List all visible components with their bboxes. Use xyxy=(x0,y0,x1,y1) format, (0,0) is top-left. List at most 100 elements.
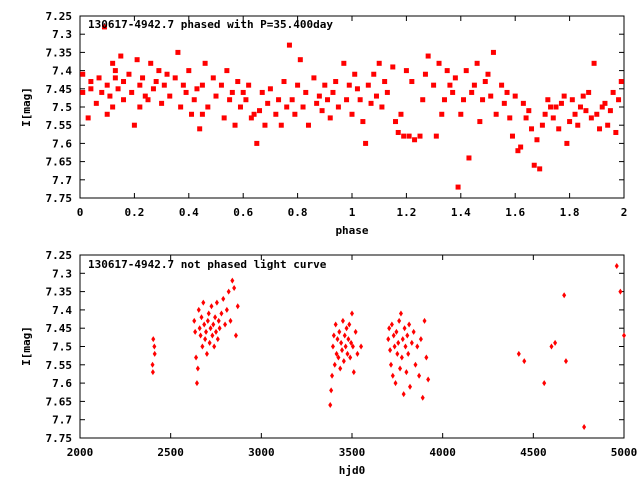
data-point xyxy=(300,104,306,110)
data-point xyxy=(110,104,116,110)
data-point xyxy=(319,108,325,114)
data-point xyxy=(422,317,427,324)
data-point xyxy=(213,93,219,99)
data-point xyxy=(403,343,408,350)
data-point xyxy=(363,140,369,146)
data-point xyxy=(110,60,116,66)
data-point xyxy=(504,89,510,95)
chart-title: 130617-4942.7 not phased light curve xyxy=(88,258,327,271)
x-tick-label: 3500 xyxy=(339,446,366,459)
data-point xyxy=(425,53,431,59)
x-tick-label: 2000 xyxy=(67,446,94,459)
data-point xyxy=(210,332,215,339)
data-point xyxy=(371,71,377,77)
data-point xyxy=(228,317,233,324)
x-tick-label: 0 xyxy=(77,206,84,219)
data-point xyxy=(556,126,562,132)
data-point xyxy=(507,115,513,121)
data-point xyxy=(360,119,366,125)
x-tick-label: 0.4 xyxy=(179,206,199,219)
data-point xyxy=(441,97,447,103)
y-axis-label: I[mag] xyxy=(20,326,33,366)
y-tick-labels: 7.25 7.3 7.35 7.4 7.45 7.5 7.55 7.6 7.65 7.7 7.75 xyxy=(46,249,73,445)
data-point xyxy=(594,111,600,117)
data-point xyxy=(548,104,554,110)
data-point xyxy=(80,71,86,77)
x-tick-label: 1 xyxy=(349,206,356,219)
data-point xyxy=(349,111,355,117)
data-point xyxy=(251,111,257,117)
data-point xyxy=(444,68,450,74)
data-point xyxy=(523,115,529,121)
data-point xyxy=(193,328,198,335)
data-point xyxy=(398,310,403,317)
data-point xyxy=(230,277,235,284)
data-point xyxy=(101,24,107,30)
data-point xyxy=(292,111,298,117)
data-point xyxy=(342,332,347,339)
data-point xyxy=(152,350,157,357)
data-point xyxy=(316,93,322,99)
data-point xyxy=(340,317,345,324)
data-point xyxy=(553,104,559,110)
data-point xyxy=(420,97,426,103)
data-point xyxy=(485,71,491,77)
data-point xyxy=(332,361,337,368)
y-tick-label: 7.75 xyxy=(46,432,73,445)
data-point xyxy=(198,332,203,339)
y-tick-label: 7.45 xyxy=(46,83,73,96)
data-point xyxy=(121,97,127,103)
x-tick-labels: 2000 2500 3000 3500 4000 4500 5000 xyxy=(67,446,638,459)
data-point xyxy=(482,79,488,85)
data-point xyxy=(213,314,218,321)
data-point xyxy=(394,328,399,335)
data-point xyxy=(534,137,540,143)
data-point xyxy=(223,321,228,328)
data-point xyxy=(493,111,499,117)
data-point xyxy=(336,354,341,361)
y-tick-labels: 7.25 7.3 7.35 7.4 7.45 7.5 7.55 7.6 7.65 7.7 7.75 xyxy=(46,10,73,205)
data-point xyxy=(205,317,210,324)
data-point xyxy=(583,108,589,114)
data-point xyxy=(349,339,354,346)
data-point xyxy=(354,86,360,92)
data-point xyxy=(335,336,340,343)
data-point xyxy=(461,97,467,103)
data-point xyxy=(112,68,118,74)
data-point xyxy=(212,343,217,350)
data-point xyxy=(295,82,301,88)
data-point xyxy=(397,317,402,324)
data-point xyxy=(542,111,548,117)
data-point xyxy=(340,347,345,354)
data-point xyxy=(330,343,335,350)
data-point xyxy=(201,299,206,306)
data-point xyxy=(218,82,224,88)
data-point xyxy=(520,100,526,106)
data-point xyxy=(226,288,231,295)
data-point xyxy=(431,82,437,88)
data-point xyxy=(542,380,547,387)
data-point xyxy=(439,111,445,117)
data-point xyxy=(148,60,154,66)
data-point xyxy=(232,122,238,128)
data-point xyxy=(480,97,486,103)
data-point xyxy=(344,97,350,103)
data-point xyxy=(191,97,197,103)
data-point xyxy=(104,111,110,117)
data-point xyxy=(450,89,456,95)
data-point xyxy=(150,86,156,92)
data-point xyxy=(563,358,568,365)
data-point xyxy=(208,325,213,332)
y-tick-label: 7.35 xyxy=(46,286,73,299)
data-point xyxy=(433,133,439,139)
data-point xyxy=(142,93,148,99)
data-point xyxy=(262,122,268,128)
data-point xyxy=(338,365,343,372)
data-point xyxy=(214,299,219,306)
data-point xyxy=(424,354,429,361)
x-tick-label: 5000 xyxy=(611,446,638,459)
data-point xyxy=(469,89,475,95)
phased-light-curve-chart: 7.257.37.357.47.457.57.557.67.657.77.75 … xyxy=(20,10,627,237)
data-point xyxy=(211,321,216,328)
data-point xyxy=(311,75,317,81)
